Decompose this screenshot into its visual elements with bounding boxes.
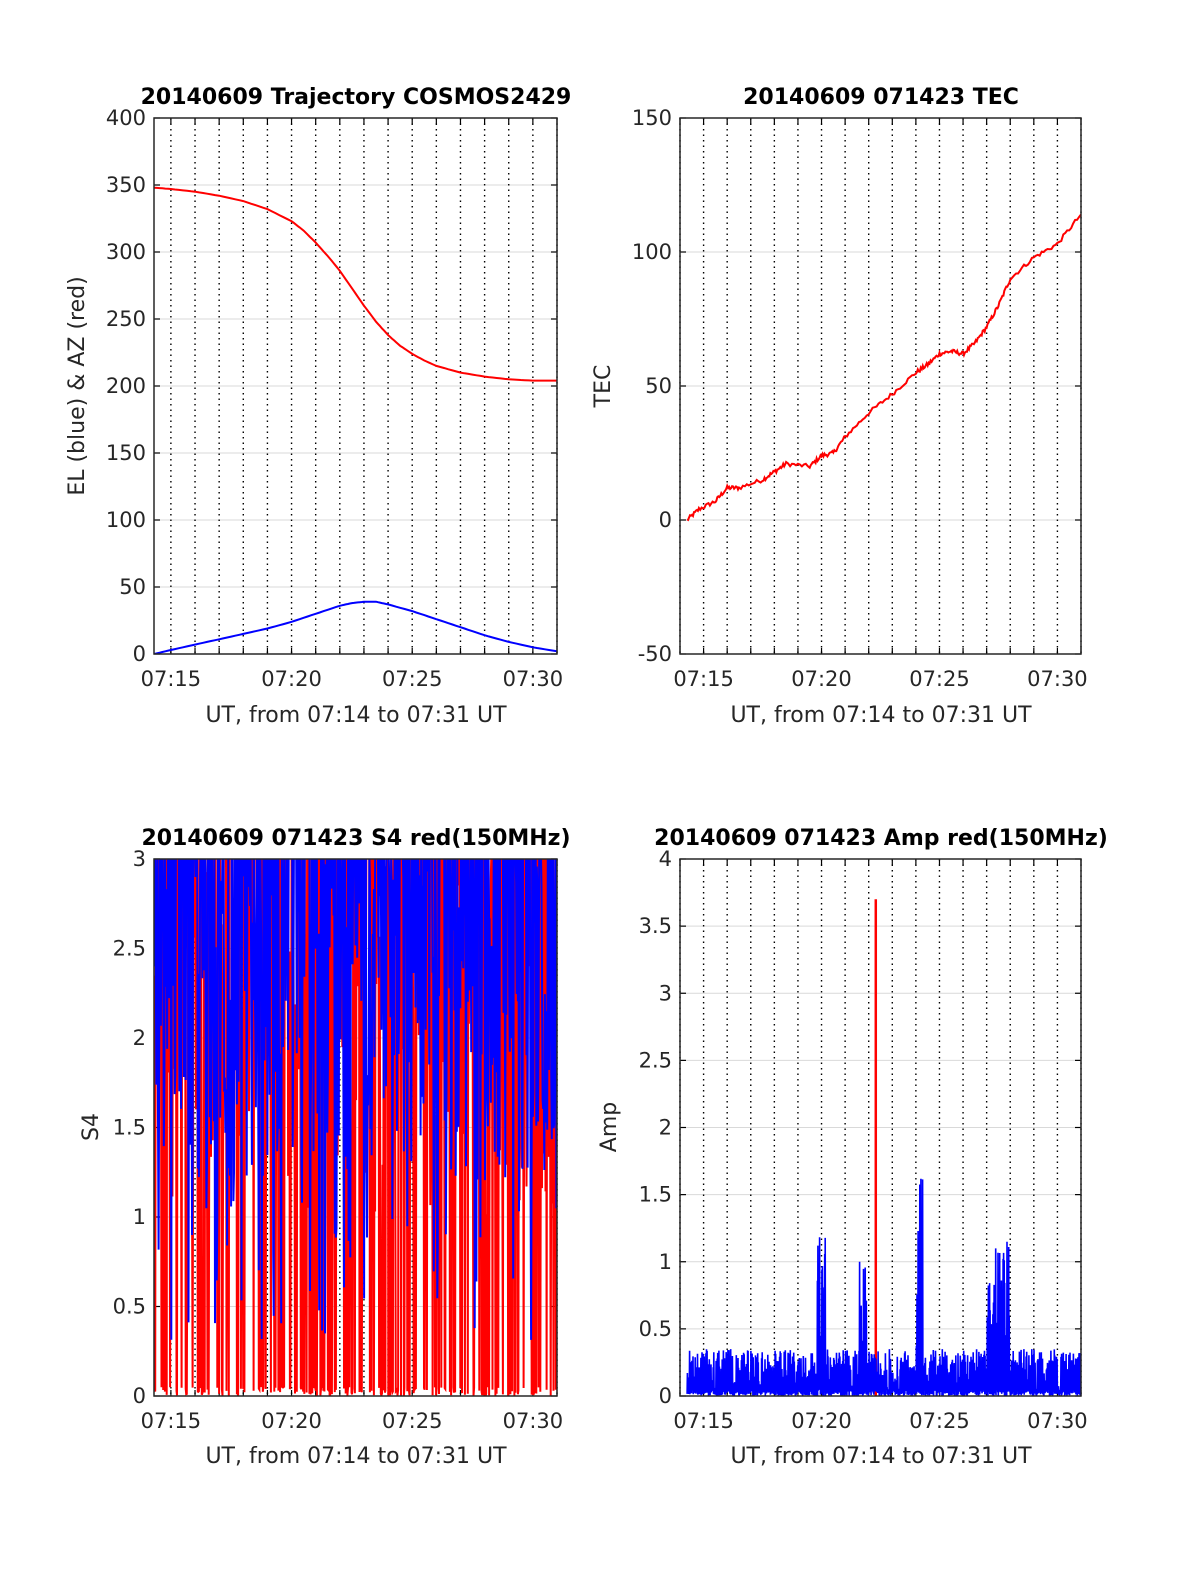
y-tick-label: -50	[638, 642, 672, 666]
tec-xlabel: UT, from 07:14 to 07:31 UT	[730, 703, 1032, 728]
y-tick-label: 3.5	[639, 914, 672, 938]
x-tick-label: 07:25	[909, 1409, 970, 1433]
trajectory-ylabel: EL (blue) & AZ (red)	[65, 276, 90, 495]
y-tick-label: 1.5	[639, 1183, 672, 1207]
x-tick-label: 07:30	[1027, 667, 1088, 691]
y-tick-label: 150	[632, 106, 672, 130]
x-tick-label: 07:25	[909, 667, 970, 691]
series-group	[154, 859, 557, 1396]
y-tick-label: 150	[106, 441, 146, 465]
series-line-blue	[154, 859, 557, 1340]
trajectory-plot: 0 50 100 150 200 250 300 350 400 07:15 07:20 07:25 0…	[106, 106, 563, 691]
x-tick-label: 07:20	[261, 1409, 322, 1433]
y-tick-label: 0	[659, 1384, 672, 1408]
y-tick-label: 50	[119, 575, 146, 599]
x-tick-label: 07:15	[141, 1409, 202, 1433]
series-line-red	[154, 186, 557, 382]
tec-ylabel: TEC	[591, 365, 616, 409]
y-tick-label: 3	[133, 847, 146, 871]
s4-title: 20140609 071423 S4 red(150MHz)	[141, 826, 570, 851]
axes-box	[153, 858, 558, 1397]
series-group	[686, 213, 1081, 522]
axes-box	[153, 117, 558, 655]
amp-plot: 0 0.5 1 1.5 2 2.5 3 3.5 4 07:15 07:20 07:25 07:30	[639, 847, 1088, 1433]
y-tick-label: 350	[106, 173, 146, 197]
y-tick-label: 4	[659, 847, 672, 871]
series-line-blue	[154, 600, 557, 654]
y-tick-label: 2.5	[639, 1048, 672, 1072]
amp-title: 20140609 071423 Amp red(150MHz)	[654, 826, 1108, 851]
s4-panel: 20140609 071423 S4 red(150MHz) 0 0.5 1 1.5 2…	[79, 826, 571, 1469]
x-tick-label: 07:30	[503, 1409, 564, 1433]
s4-plot: 0 0.5 1 1.5 2 2.5 3 07:15 07:20 07:25 07:30	[113, 847, 564, 1433]
axes-box	[679, 117, 1082, 655]
x-tick-label: 07:20	[791, 1409, 852, 1433]
series-line-red	[686, 213, 1081, 522]
x-tick-label: 07:20	[791, 667, 852, 691]
trajectory-panel: 20140609 Trajectory COSMOS2429 0 50 100 150…	[65, 85, 571, 728]
amp-ylabel: Amp	[597, 1102, 622, 1152]
y-tick-label: 1.5	[113, 1116, 146, 1140]
x-tick-label: 07:20	[261, 667, 322, 691]
x-tick-label: 07:25	[382, 1409, 443, 1433]
amp-xlabel: UT, from 07:14 to 07:31 UT	[730, 1444, 1032, 1469]
amp-panel: 20140609 071423 Amp red(150MHz) 0 0.5 1 1.5…	[597, 826, 1108, 1469]
y-tick-label: 0	[659, 508, 672, 532]
y-tick-label: 0	[133, 642, 146, 666]
y-tick-label: 200	[106, 374, 146, 398]
y-tick-label: 100	[106, 508, 146, 532]
axes-box	[679, 858, 1082, 1397]
x-tick-label: 07:15	[673, 667, 734, 691]
x-tick-label: 07:15	[141, 667, 202, 691]
y-tick-label: 300	[106, 240, 146, 264]
tec-plot: -50 0 50 100 150 07:15 07:20 07:25 07:30	[632, 106, 1088, 691]
y-tick-label: 1	[133, 1205, 146, 1229]
y-tick-label: 1	[659, 1250, 672, 1274]
tec-panel: 20140609 071423 TEC -50 0 50 100 150 07:15 07:…	[591, 85, 1088, 728]
x-tick-label: 07:15	[673, 1409, 734, 1433]
y-tick-label: 250	[106, 307, 146, 331]
y-tick-label: 100	[632, 240, 672, 264]
series-line-blue	[686, 1178, 1081, 1396]
y-tick-label: 2	[133, 1026, 146, 1050]
trajectory-xlabel: UT, from 07:14 to 07:31 UT	[205, 703, 507, 728]
x-tick-label: 07:30	[503, 667, 564, 691]
y-tick-label: 2	[659, 1116, 672, 1140]
y-tick-label: 3	[659, 981, 672, 1005]
y-tick-label: 0	[133, 1384, 146, 1408]
series-group	[686, 899, 1081, 1396]
series-group	[154, 186, 557, 654]
x-tick-label: 07:25	[382, 667, 443, 691]
y-tick-label: 400	[106, 106, 146, 130]
s4-ylabel: S4	[79, 1113, 104, 1141]
trajectory-title: 20140609 Trajectory COSMOS2429	[141, 85, 572, 110]
x-tick-label: 07:30	[1027, 1409, 1088, 1433]
s4-xlabel: UT, from 07:14 to 07:31 UT	[205, 1444, 507, 1469]
tec-title: 20140609 071423 TEC	[743, 85, 1019, 110]
y-tick-label: 50	[645, 374, 672, 398]
y-tick-label: 0.5	[639, 1317, 672, 1341]
y-tick-label: 2.5	[113, 937, 146, 961]
y-tick-label: 0.5	[113, 1295, 146, 1319]
